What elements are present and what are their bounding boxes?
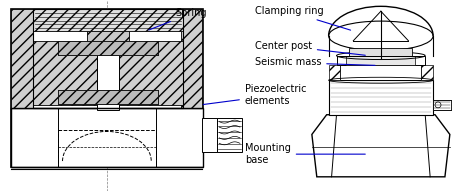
Text: Mounting
base: Mounting base (245, 143, 365, 165)
Bar (203, 118, 217, 152)
Bar (340, 65, 421, 80)
Bar (87, 31, 129, 41)
Bar (33, 9, 183, 31)
Bar (11, 108, 204, 167)
Bar (346, 56, 415, 65)
Bar (33, 41, 97, 105)
Bar (33, 9, 183, 108)
Bar (58, 90, 158, 104)
Bar (119, 41, 183, 105)
Text: Seismic mass: Seismic mass (255, 57, 375, 68)
Bar (349, 48, 412, 56)
Bar (421, 65, 433, 80)
Text: Center post: Center post (255, 41, 365, 55)
Bar (58, 41, 158, 55)
Bar (11, 9, 204, 167)
Text: Piezoelectric
elements: Piezoelectric elements (203, 84, 306, 106)
Text: Spring: Spring (149, 8, 207, 30)
Bar (58, 130, 156, 167)
Bar (181, 9, 203, 108)
Bar (87, 31, 129, 41)
Bar (433, 100, 451, 110)
Text: Clamping ring: Clamping ring (255, 6, 351, 30)
Bar (329, 80, 433, 115)
Bar (58, 90, 158, 104)
Bar (217, 118, 242, 152)
Bar (58, 41, 158, 55)
Bar (337, 56, 425, 65)
Bar (329, 65, 340, 80)
Bar (33, 9, 183, 31)
Polygon shape (312, 115, 450, 177)
Bar (97, 41, 119, 110)
Bar (11, 9, 33, 108)
